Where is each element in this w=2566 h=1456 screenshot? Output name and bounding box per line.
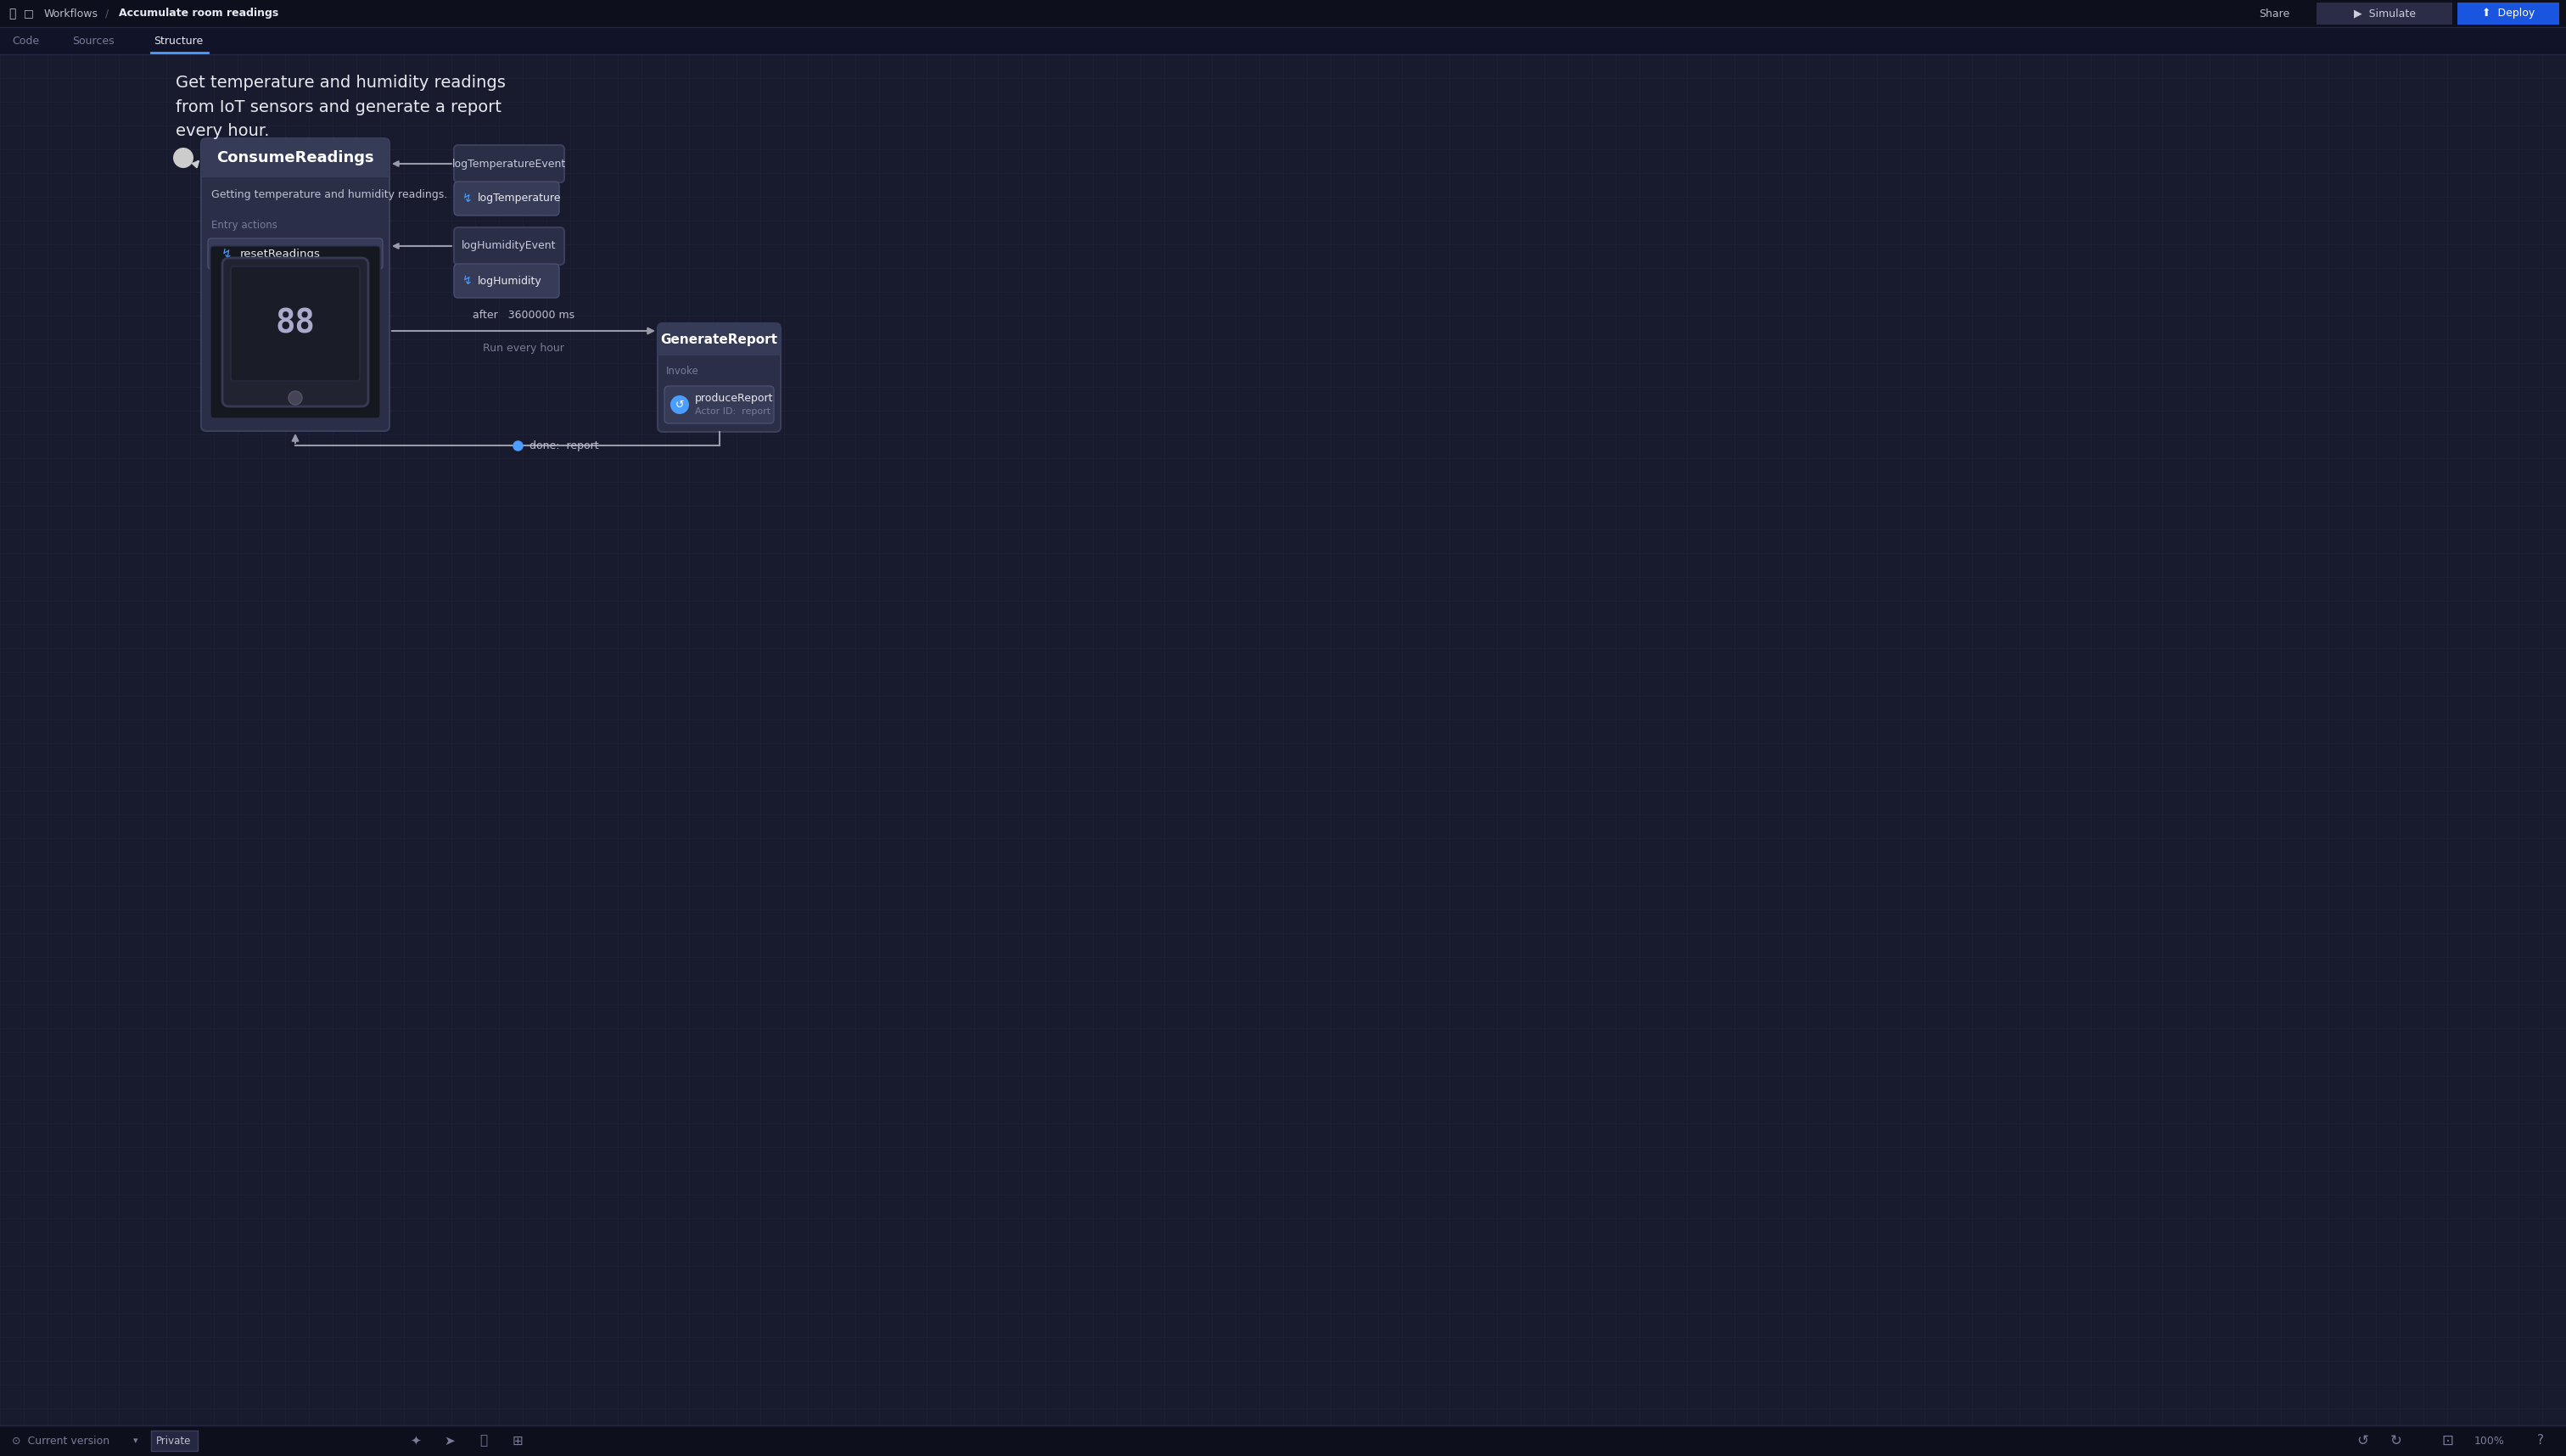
Bar: [200, 157, 390, 178]
Text: ✋: ✋: [480, 1434, 488, 1447]
Bar: [2458, 3, 2558, 25]
Text: ▶  Simulate: ▶ Simulate: [2353, 9, 2415, 19]
Text: ↺: ↺: [675, 399, 685, 411]
Text: Entry actions: Entry actions: [210, 220, 277, 232]
Text: logHumidity: logHumidity: [477, 275, 541, 287]
Text: Sources: Sources: [72, 35, 115, 47]
Bar: [2317, 3, 2453, 25]
Text: Share: Share: [2258, 9, 2289, 19]
FancyBboxPatch shape: [454, 264, 559, 298]
FancyBboxPatch shape: [223, 258, 370, 406]
Bar: [657, 339, 780, 355]
Bar: [151, 1431, 198, 1452]
Text: logTemperatureEvent: logTemperatureEvent: [452, 159, 567, 169]
Text: Get temperature and humidity readings
from IoT sensors and generate a report
eve: Get temperature and humidity readings fr…: [174, 74, 506, 140]
Text: after   3600000 ms: after 3600000 ms: [472, 310, 575, 320]
Circle shape: [670, 396, 690, 414]
Text: done:  report: done: report: [529, 440, 598, 451]
FancyBboxPatch shape: [657, 323, 780, 432]
Bar: [0, 1425, 2566, 1456]
Text: Private: Private: [157, 1436, 192, 1446]
FancyBboxPatch shape: [454, 182, 559, 215]
Text: ▾: ▾: [133, 1437, 139, 1444]
Bar: [0, 28, 2566, 54]
Text: Actor ID:  report: Actor ID: report: [695, 408, 770, 416]
Text: ⊞: ⊞: [513, 1434, 523, 1447]
Text: Getting temperature and humidity readings.: Getting temperature and humidity reading…: [210, 189, 446, 201]
FancyBboxPatch shape: [454, 227, 565, 265]
Text: Run every hour: Run every hour: [482, 342, 565, 354]
Text: resetReadings: resetReadings: [241, 248, 321, 259]
Text: 88: 88: [275, 307, 316, 339]
FancyBboxPatch shape: [200, 138, 390, 431]
Text: ↯: ↯: [221, 248, 231, 261]
FancyBboxPatch shape: [665, 386, 775, 424]
FancyBboxPatch shape: [200, 138, 390, 178]
Text: produceReport: produceReport: [695, 393, 772, 405]
Text: ConsumeReadings: ConsumeReadings: [216, 150, 375, 166]
Text: 100%: 100%: [2474, 1436, 2504, 1446]
Text: ꔹ: ꔹ: [8, 7, 15, 19]
Text: GenerateReport: GenerateReport: [659, 333, 777, 345]
Text: logTemperature: logTemperature: [477, 194, 562, 204]
Text: ↯: ↯: [462, 192, 472, 204]
Text: ➤: ➤: [444, 1434, 454, 1447]
Text: ↯: ↯: [462, 275, 472, 287]
Text: ↺: ↺: [2356, 1433, 2368, 1449]
Text: □: □: [23, 9, 33, 19]
FancyBboxPatch shape: [657, 323, 780, 355]
Text: Invoke: Invoke: [667, 365, 698, 377]
Bar: [0, 0, 2566, 28]
Text: Accumulate room readings: Accumulate room readings: [118, 9, 280, 19]
Text: ⊙  Current version: ⊙ Current version: [13, 1436, 110, 1446]
Text: ?: ?: [2538, 1434, 2543, 1447]
FancyBboxPatch shape: [231, 266, 359, 381]
Text: Code: Code: [13, 35, 38, 47]
FancyBboxPatch shape: [454, 146, 565, 182]
Circle shape: [287, 392, 303, 405]
Text: Structure: Structure: [154, 35, 203, 47]
Text: Workflows: Workflows: [44, 9, 98, 19]
Text: ⊡: ⊡: [2440, 1433, 2453, 1449]
Text: logHumidityEvent: logHumidityEvent: [462, 240, 557, 252]
Text: ✦: ✦: [411, 1434, 421, 1447]
Text: ⬆  Deploy: ⬆ Deploy: [2481, 9, 2535, 19]
Text: ↻: ↻: [2392, 1433, 2402, 1449]
FancyBboxPatch shape: [208, 239, 382, 269]
FancyBboxPatch shape: [210, 246, 380, 418]
Text: /: /: [105, 9, 108, 19]
Circle shape: [172, 147, 192, 167]
